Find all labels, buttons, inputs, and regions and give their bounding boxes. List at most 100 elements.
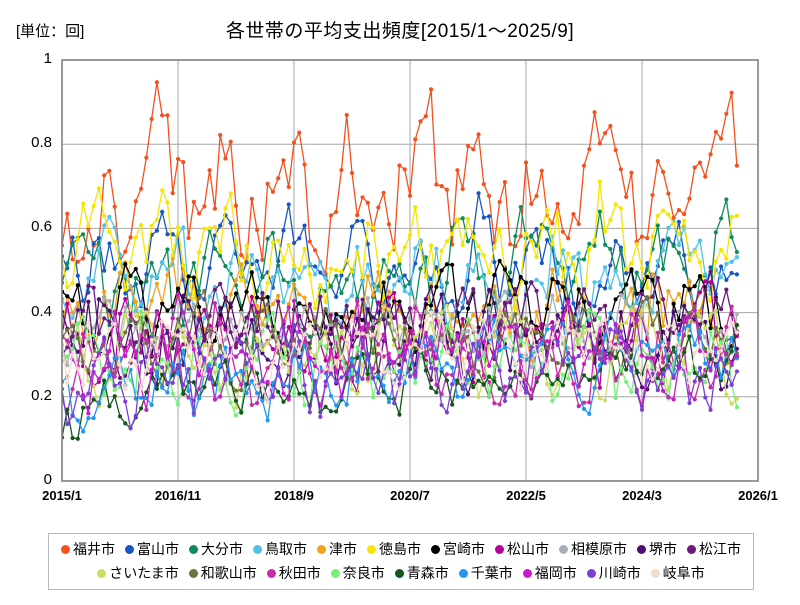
data-point — [65, 294, 70, 299]
legend-item-青森市[interactable]: 青森市 — [394, 566, 449, 580]
legend-item-相模原市[interactable]: 相模原市 — [559, 542, 627, 556]
data-point — [233, 291, 239, 296]
data-point — [397, 362, 402, 367]
data-point — [465, 377, 471, 383]
legend-item-福岡市[interactable]: 福岡市 — [522, 566, 577, 580]
data-point — [207, 266, 212, 271]
data-point — [160, 188, 165, 193]
data-point — [260, 329, 265, 334]
data-point — [566, 363, 571, 368]
data-point — [86, 249, 91, 255]
data-point — [676, 322, 682, 327]
data-point — [708, 313, 713, 318]
data-point — [534, 326, 539, 331]
data-point — [75, 349, 80, 354]
legend-item-岐阜市[interactable]: 岐阜市 — [650, 565, 705, 581]
data-point — [444, 378, 450, 383]
data-point — [513, 374, 518, 379]
data-point — [339, 375, 344, 380]
data-point — [117, 259, 123, 264]
legend-item-松山市[interactable]: 松山市 — [495, 542, 549, 556]
data-point — [439, 248, 444, 253]
data-point — [513, 393, 518, 398]
data-point — [650, 356, 655, 361]
data-point — [286, 242, 291, 248]
data-point — [581, 400, 587, 405]
data-point — [112, 309, 117, 314]
data-point — [291, 240, 297, 246]
legend-item-千葉市[interactable]: 千葉市 — [458, 566, 513, 580]
data-point — [218, 387, 223, 392]
data-point — [239, 388, 244, 393]
data-point — [123, 249, 128, 254]
legend-item-堺市[interactable]: 堺市 — [637, 542, 677, 556]
data-point — [249, 294, 254, 299]
data-point — [212, 301, 218, 306]
data-point — [349, 376, 355, 381]
data-point — [154, 228, 160, 233]
data-point — [328, 347, 334, 352]
legend-item-宮崎市[interactable]: 宮崎市 — [431, 542, 485, 556]
legend-item-さいたま市[interactable]: さいたま市 — [97, 566, 179, 580]
data-point — [223, 324, 228, 329]
data-point — [392, 290, 397, 296]
data-point — [682, 364, 687, 370]
data-point — [666, 236, 671, 241]
data-point — [550, 320, 555, 325]
data-point — [360, 274, 365, 280]
series-group — [62, 80, 740, 441]
data-point — [618, 322, 624, 327]
legend-item-奈良市[interactable]: 奈良市 — [330, 566, 385, 580]
data-point — [481, 215, 486, 220]
legend-item-秋田市[interactable]: 秋田市 — [266, 566, 321, 580]
data-point — [123, 296, 128, 302]
data-point — [608, 123, 613, 129]
data-point — [544, 327, 550, 332]
data-point — [149, 116, 154, 122]
data-point — [312, 306, 318, 311]
data-point — [281, 258, 286, 263]
legend-item-和歌山市[interactable]: 和歌山市 — [188, 566, 257, 580]
data-point — [423, 330, 428, 335]
data-point — [508, 344, 513, 349]
data-point — [218, 253, 223, 258]
data-point — [518, 343, 523, 348]
x-axis-tick-label: 2015/1 — [42, 488, 82, 503]
data-point — [281, 344, 286, 349]
data-point — [676, 219, 682, 225]
data-point — [138, 360, 144, 365]
data-point — [687, 311, 692, 316]
data-point — [291, 262, 297, 268]
legend-item-徳島市[interactable]: 徳島市 — [367, 542, 421, 556]
data-point — [123, 314, 128, 319]
data-point — [692, 379, 697, 384]
data-point — [471, 268, 476, 274]
data-point — [339, 394, 344, 399]
legend-item-鳥取市[interactable]: 鳥取市 — [253, 542, 307, 556]
legend-item-津市[interactable]: 津市 — [317, 542, 357, 556]
legend-item-松江市[interactable]: 松江市 — [687, 542, 741, 556]
legend-label: 相模原市 — [571, 541, 627, 557]
data-point — [181, 277, 186, 282]
data-point — [560, 336, 566, 341]
data-point — [397, 302, 402, 308]
data-point — [218, 305, 223, 310]
data-point — [260, 378, 265, 383]
data-point — [455, 355, 460, 361]
data-point — [96, 248, 102, 253]
data-point — [708, 298, 713, 303]
legend-item-福井市[interactable]: 福井市 — [61, 542, 115, 556]
data-point — [703, 373, 708, 379]
data-point — [365, 262, 370, 267]
data-point — [160, 319, 165, 324]
legend-label: 岐阜市 — [662, 565, 705, 581]
data-point — [634, 390, 639, 395]
data-point — [608, 285, 613, 290]
legend-item-大分市[interactable]: 大分市 — [189, 542, 243, 556]
data-point — [460, 394, 465, 399]
data-point — [239, 410, 244, 415]
data-point — [439, 337, 444, 342]
data-point — [639, 353, 645, 358]
legend-item-富山市[interactable]: 富山市 — [125, 542, 179, 556]
legend-item-川崎市[interactable]: 川崎市 — [586, 566, 641, 580]
